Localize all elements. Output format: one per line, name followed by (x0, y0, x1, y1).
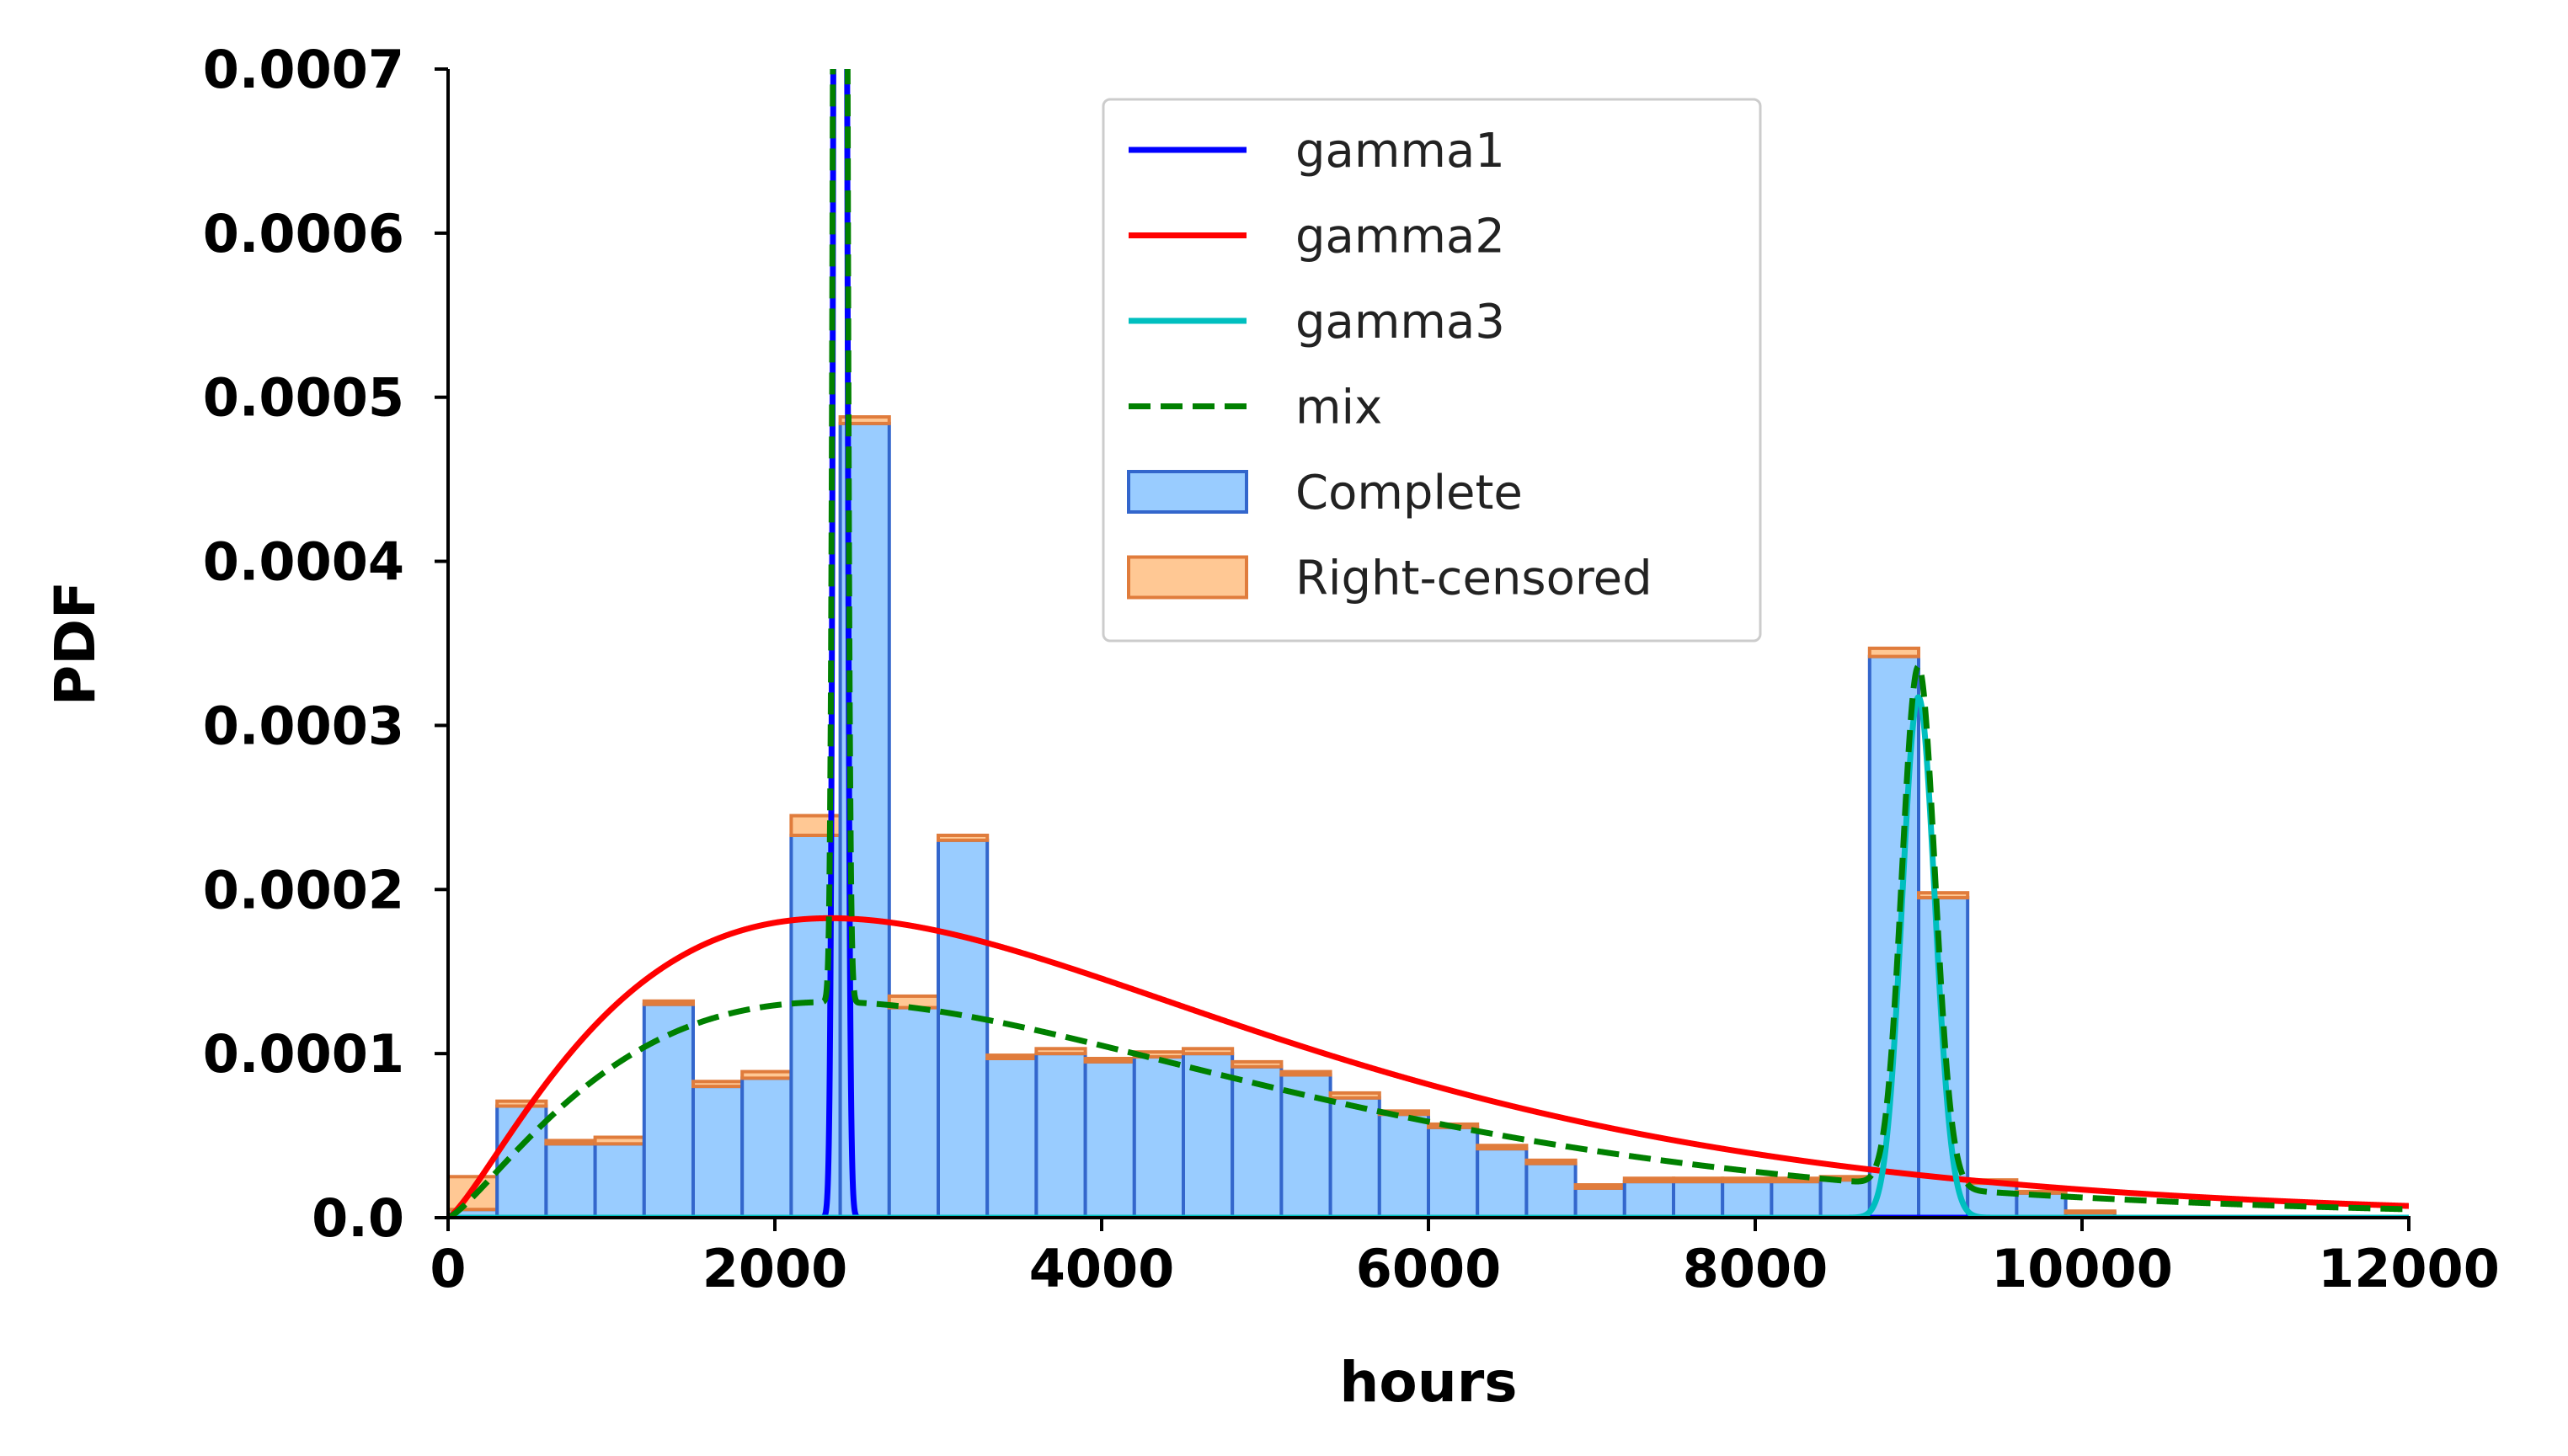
bar-complete (740, 1076, 793, 1220)
bar-right-censored (1622, 1176, 1676, 1184)
bar-complete (1476, 1147, 1529, 1220)
legend-label: Complete (1295, 466, 1523, 520)
curve-mix (448, 69, 2409, 1218)
y-tick-label: 0.0001 (203, 1023, 404, 1085)
x-tick-label: 10000 (1991, 1238, 2173, 1299)
bar-right-censored (495, 1099, 548, 1108)
bar-complete (1328, 1096, 1381, 1219)
x-tick-label: 8000 (1683, 1238, 1829, 1299)
bar-right-censored (593, 1135, 646, 1146)
curves-layer (448, 69, 2409, 1218)
legend-swatch-right-censored (1127, 555, 1248, 600)
bar-right-censored (691, 1080, 745, 1089)
bar-complete (593, 1142, 646, 1220)
legend-box (1102, 98, 1762, 643)
bar-complete (1231, 1064, 1284, 1220)
bar-right-censored (1279, 1069, 1332, 1077)
legend-label: Right-censored (1295, 552, 1652, 606)
bar-right-censored (740, 1069, 793, 1080)
bar-right-censored (544, 1139, 597, 1146)
legend: gamma1 gamma2 gamma3 mix Complete Right-censo… (1102, 98, 1762, 643)
bar-complete (985, 1056, 1038, 1219)
y-tick-label: 0.0002 (203, 859, 404, 920)
legend-label: gamma2 (1295, 210, 1505, 264)
x-tick-label: 0 (430, 1238, 466, 1299)
y-tick-label: 0.0004 (203, 531, 404, 593)
bar-right-censored (985, 1053, 1038, 1060)
bar-complete (1770, 1180, 1823, 1220)
bar-complete (887, 1005, 941, 1220)
bar-right-censored (2063, 1209, 2117, 1215)
bar-complete (1721, 1180, 1774, 1220)
bar-complete (1427, 1125, 1480, 1220)
bar-complete (544, 1142, 597, 1220)
bar-complete (1622, 1180, 1676, 1220)
bar-complete (1132, 1055, 1186, 1220)
bar-right-censored (1476, 1144, 1529, 1151)
bar-right-censored (838, 415, 891, 425)
bar-complete (937, 838, 990, 1219)
x-tick-label: 6000 (1356, 1238, 1502, 1299)
x-tick-label: 12000 (2318, 1238, 2500, 1299)
bar-right-censored (1573, 1183, 1626, 1190)
x-tick-label: 4000 (1029, 1238, 1175, 1299)
legend-label: mix (1295, 381, 1382, 435)
y-axis-title: PDF (43, 581, 108, 706)
legend-label: gamma1 (1295, 124, 1505, 179)
legend-label: gamma3 (1295, 295, 1505, 349)
legend-swatch-complete (1127, 470, 1248, 514)
bar-complete (642, 1002, 695, 1219)
y-tick-label: 0.0003 (203, 695, 404, 756)
bar-right-censored (1917, 891, 1970, 900)
y-tick-label: 0.0 (312, 1187, 404, 1249)
curve-gamma2 (448, 915, 2409, 1218)
bar-right-censored (937, 833, 990, 842)
bar-complete (1083, 1059, 1136, 1220)
bar-complete (1034, 1052, 1087, 1219)
bar-right-censored (1867, 646, 1921, 659)
bar-complete (1573, 1186, 1626, 1219)
bar-right-censored (1083, 1056, 1136, 1064)
bar-complete (1672, 1180, 1725, 1220)
bar-right-censored (1328, 1091, 1381, 1100)
y-tick-label: 0.0005 (203, 367, 404, 429)
y-tick-label: 0.0006 (203, 203, 404, 264)
bar-complete (691, 1085, 745, 1219)
bar-right-censored (1182, 1047, 1235, 1056)
bar-right-censored (1034, 1047, 1087, 1056)
y-tick-label: 0.0007 (203, 39, 404, 100)
x-axis-title: hours (1339, 1350, 1517, 1415)
bar-right-censored (1231, 1059, 1284, 1069)
bar-right-censored (1524, 1158, 1578, 1165)
bar-right-censored (1672, 1176, 1725, 1184)
bar-complete (1818, 1178, 1871, 1220)
bar-right-censored (642, 999, 695, 1006)
axes-layer: 0 2000 4000 6000 8000 10000 12000 0.0 0.0001 0.00… (43, 39, 2500, 1415)
bar-complete (1524, 1161, 1578, 1219)
bars-layer (446, 415, 2117, 1220)
bar-complete (1377, 1112, 1431, 1219)
x-tick-label: 2000 (702, 1238, 848, 1299)
bar-right-censored (1721, 1176, 1774, 1184)
